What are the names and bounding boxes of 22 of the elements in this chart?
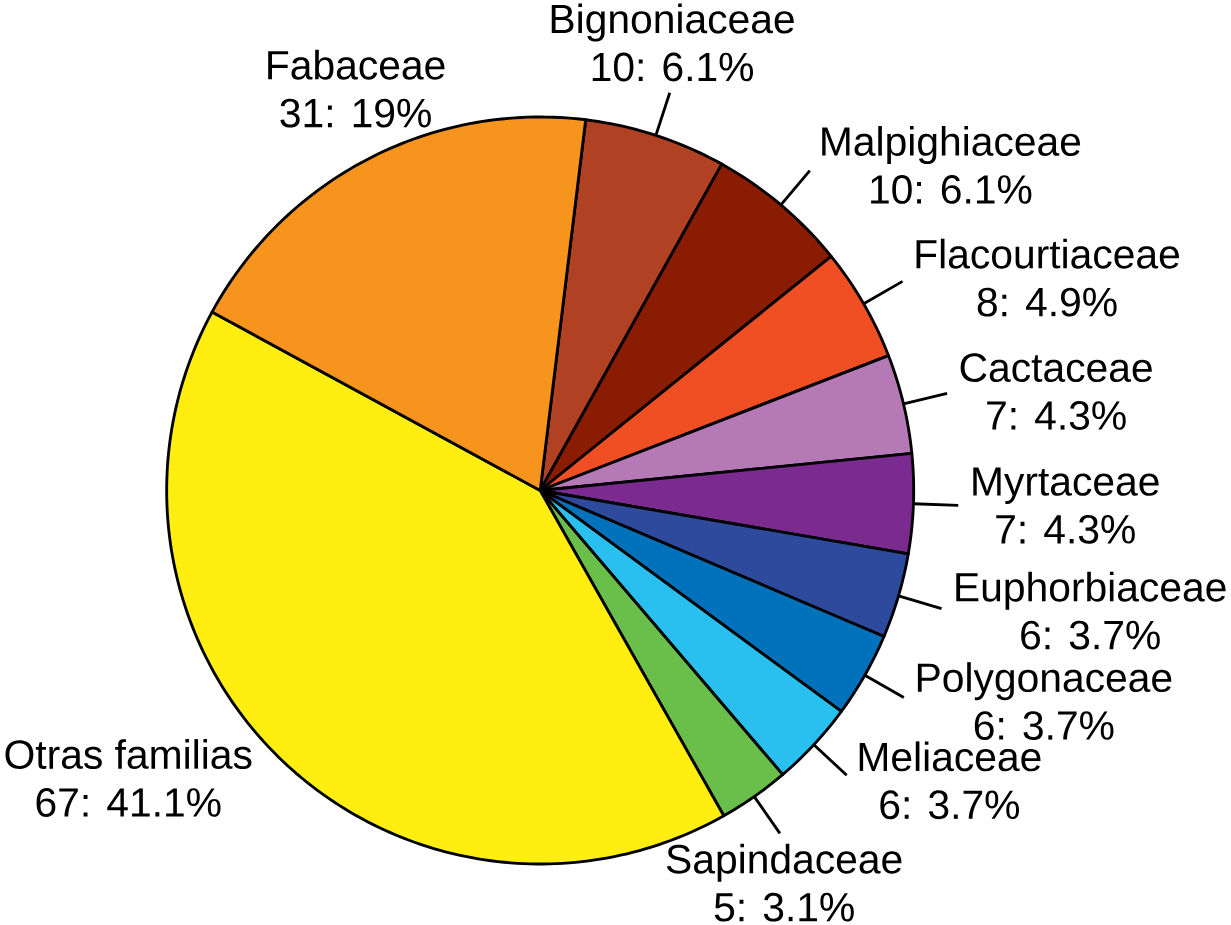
slice-label: Sapindaceae — [666, 843, 902, 882]
data-label: 6: 3.7% — [974, 711, 1114, 740]
data-label: 7: 4.3% — [996, 514, 1135, 544]
slice-label: Meliaceae — [859, 741, 1041, 772]
slice-label: Otras familias — [5, 739, 252, 769]
data-label: 10: 6.1% — [592, 52, 754, 82]
slice-label: Fabaceae — [268, 49, 445, 80]
data-label: 8: 4.9% — [977, 287, 1117, 317]
slice-label: Malpighiaceae — [822, 125, 1081, 164]
slice-label: Polygonaceae — [917, 662, 1172, 701]
data-label: 6: 3.7% — [880, 790, 1019, 820]
data-label: 6: 3.7% — [1021, 620, 1160, 650]
data-label: 7: 4.3% — [987, 401, 1126, 430]
data-label: 5: 3.1% — [714, 892, 854, 922]
data-label: 10: 6.1% — [871, 174, 1032, 204]
slice-label: Euphorbiaceae — [956, 571, 1226, 610]
slice-label: Flacourtiaceae — [916, 238, 1179, 269]
data-label: 67: 41.1% — [36, 787, 221, 817]
slice-label: Cactaceae — [960, 353, 1152, 383]
slice-label: Myrtaceae — [973, 467, 1159, 504]
data-label: 31: 19% — [280, 98, 431, 128]
slice-label: Bignoniaceae — [551, 3, 794, 42]
